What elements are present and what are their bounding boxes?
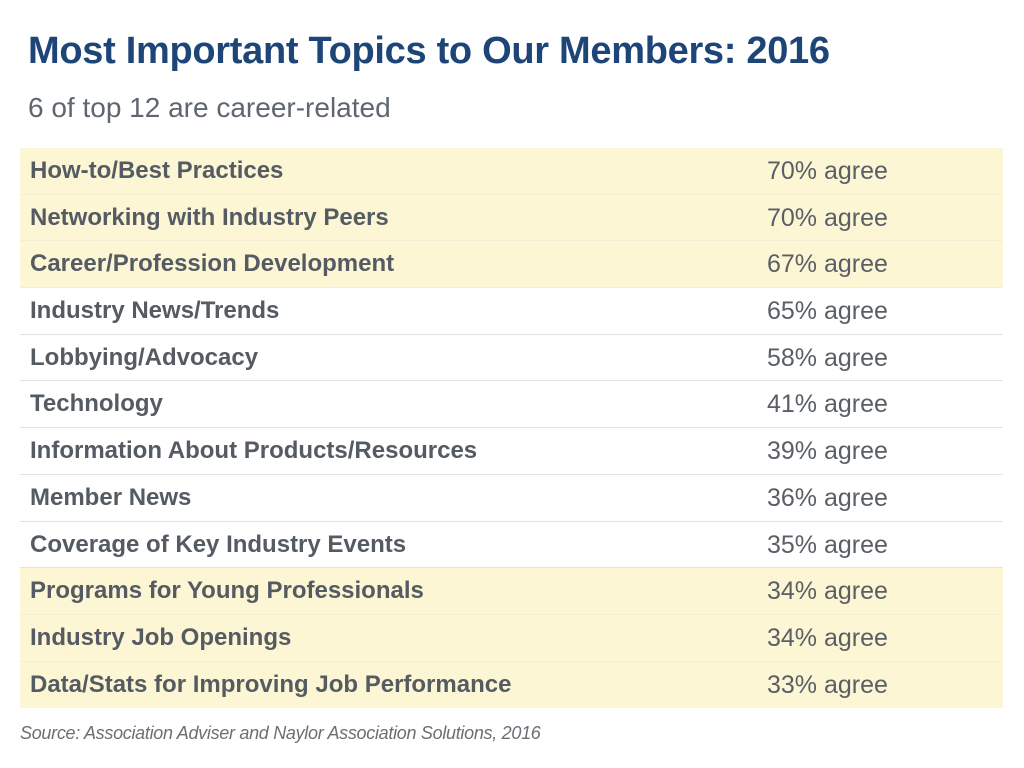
topic-label: Coverage of Key Industry Events: [30, 530, 407, 558]
agree-percentage: 34% agree: [767, 623, 888, 652]
topic-label: Information About Products/Resources: [30, 437, 478, 465]
table-row: Industry News/Trends 65% agree: [20, 288, 1003, 335]
topic-label: Networking with Industry Peers: [30, 203, 389, 231]
topic-label: Career/Profession Development: [30, 250, 395, 278]
table-row: Information About Products/Resources 39% …: [20, 428, 1003, 475]
agree-percentage: 70% agree: [767, 203, 888, 232]
table-row: Programs for Young Professionals 34% agre…: [20, 568, 1003, 615]
topic-label: Industry Job Openings: [30, 623, 292, 651]
topic-label: How-to/Best Practices: [30, 157, 284, 184]
agree-percentage: 36% agree: [767, 483, 888, 512]
topics-table: How-to/Best Practices 70% agree Networking…: [20, 148, 1003, 709]
table-row: Member News 36% agree: [20, 475, 1003, 522]
chart-subtitle: 6 of top 12 are career-related: [28, 92, 391, 123]
table-row: Technology 41% agree: [20, 381, 1003, 429]
topic-label: Technology: [30, 390, 163, 418]
table-row: Industry Job Openings 34% agree: [20, 614, 1003, 662]
agree-percentage: 70% agree: [767, 157, 888, 185]
topic-label: Data/Stats for Improving Job Performance: [30, 670, 512, 698]
agree-percentage: 58% agree: [767, 343, 888, 372]
table-row: How-to/Best Practices 70% agree: [20, 148, 1003, 195]
topic-label: Programs for Young Professionals: [30, 577, 424, 605]
table-row: Data/Stats for Improving Job Performance…: [20, 661, 1003, 709]
table-row: Coverage of Key Industry Events 35% agree: [20, 522, 1003, 569]
topic-label: Industry News/Trends: [30, 297, 280, 325]
topic-label: Member News: [30, 483, 192, 511]
topic-label: Lobbying/Advocacy: [30, 343, 259, 371]
table-row: Networking with Industry Peers 70% agree: [20, 194, 1003, 242]
agree-percentage: 34% agree: [767, 577, 888, 606]
agree-percentage: 33% agree: [767, 670, 888, 699]
table-row: Lobbying/Advocacy 58% agree: [20, 335, 1003, 382]
agree-percentage: 67% agree: [767, 250, 888, 279]
agree-percentage: 41% agree: [767, 390, 888, 419]
source-note: Source: Association Adviser and Naylor A…: [20, 723, 541, 743]
agree-percentage: 35% agree: [767, 530, 888, 559]
agree-percentage: 39% agree: [767, 437, 888, 466]
agree-percentage: 65% agree: [767, 297, 888, 326]
table-row: Career/Profession Development 67% agree: [20, 241, 1003, 289]
chart-title: Most Important Topics to Our Members: 20…: [28, 30, 830, 72]
